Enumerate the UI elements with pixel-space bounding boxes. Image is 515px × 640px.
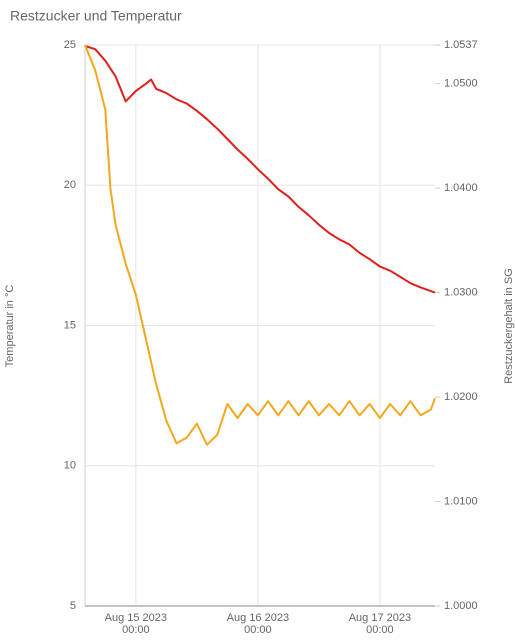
y2-tick-label: 1.0537 xyxy=(444,39,478,51)
y-tick-label: 25 xyxy=(64,39,76,51)
y-tick-label: 20 xyxy=(64,179,76,191)
data-line xyxy=(84,44,436,446)
y-tick-label: 15 xyxy=(64,319,76,331)
y2-tick-label: 1.0000 xyxy=(444,600,478,612)
y2-axis-title: Restzuckergehalt in SG xyxy=(503,268,515,384)
x-tick-label: Aug 17 2023 00:00 xyxy=(348,612,412,636)
data-line xyxy=(84,45,436,294)
y2-tick-label: 1.0300 xyxy=(444,286,478,298)
y-tick-label: 5 xyxy=(70,600,76,612)
y2-tick-label: 1.0100 xyxy=(444,495,478,507)
y2-tick-label: 1.0200 xyxy=(444,391,478,403)
y-tick-label: 10 xyxy=(64,460,76,472)
x-tick-label: Aug 15 2023 00:00 xyxy=(104,612,168,636)
y-axis-title: Temperatur in °C xyxy=(4,285,16,368)
chart-title: Restzucker und Temperatur xyxy=(10,8,182,24)
y2-tick-label: 1.0400 xyxy=(444,182,478,194)
x-tick-label: Aug 16 2023 00:00 xyxy=(226,612,290,636)
y2-tick-label: 1.0500 xyxy=(444,78,478,90)
